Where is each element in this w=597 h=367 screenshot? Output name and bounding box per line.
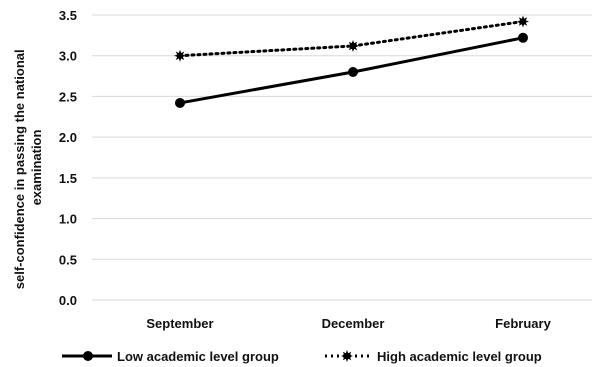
point-high — [347, 39, 359, 52]
y-axis-title-line-1: self-confidence in passing the national — [12, 49, 27, 289]
x-axis-ticks: September December February — [146, 316, 551, 331]
legend-star-shape — [341, 350, 353, 362]
legend: Low academic level group High academic l… — [62, 349, 542, 364]
y-tick-label: 2.5 — [59, 89, 77, 104]
point-low — [348, 67, 358, 77]
y-tick-label: 3.5 — [59, 8, 77, 23]
legend-label-low: Low academic level group — [117, 349, 279, 364]
y-axis-title: self-confidence in passing the national … — [12, 46, 44, 289]
legend-marker-low — [83, 351, 93, 361]
y-tick-label: 3.0 — [59, 49, 77, 64]
gridlines — [92, 14, 592, 301]
legend-marker-high — [341, 350, 353, 362]
x-tick-label: September — [146, 316, 213, 331]
y-tick-label: 2.0 — [59, 130, 77, 145]
point-high — [174, 49, 186, 62]
point-low — [175, 97, 185, 108]
series-line-high — [178, 20, 525, 58]
y-axis-title-line-2: examination — [29, 130, 44, 206]
x-tick-label: February — [495, 316, 551, 331]
y-tick-label: 0.5 — [59, 252, 77, 267]
y-tick-label: 0.0 — [59, 293, 77, 308]
point-low — [518, 32, 528, 43]
x-tick-label: December — [322, 316, 385, 331]
series-layer — [174, 15, 529, 108]
point-high — [517, 15, 529, 28]
y-tick-label: 1.0 — [59, 212, 77, 227]
y-axis-ticks: 0.0 0.5 1.0 1.5 2.0 2.5 3.0 3.5 — [59, 8, 77, 308]
legend-label-high: High academic level group — [377, 349, 542, 364]
y-tick-label: 1.5 — [59, 171, 77, 186]
